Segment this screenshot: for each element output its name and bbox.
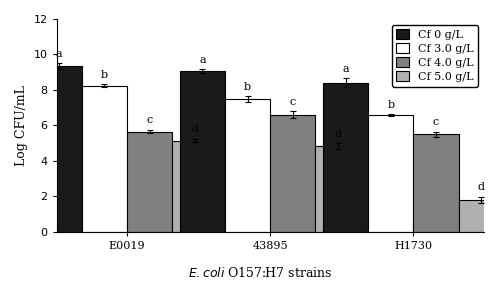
Bar — [225, 99, 270, 232]
Text: a: a — [56, 49, 62, 59]
Bar — [82, 85, 127, 232]
Text: d: d — [478, 183, 485, 192]
Bar — [414, 134, 459, 232]
Legend: Cf 0 g/L, Cf 3.0 g/L, Cf 4.0 g/L, Cf 5.0 g/L: Cf 0 g/L, Cf 3.0 g/L, Cf 4.0 g/L, Cf 5.0… — [392, 25, 478, 87]
Bar — [36, 66, 82, 232]
Text: c: c — [146, 115, 153, 125]
Y-axis label: Log CFU/mL: Log CFU/mL — [15, 85, 28, 166]
Bar — [127, 132, 172, 232]
Text: b: b — [388, 100, 394, 110]
Bar — [180, 71, 225, 232]
Bar — [270, 115, 316, 232]
Bar — [458, 200, 500, 232]
Bar — [368, 115, 414, 232]
Text: $\it{E. coli}$ O157:H7 strains: $\it{E. coli}$ O157:H7 strains — [188, 266, 332, 280]
Text: d: d — [192, 124, 198, 134]
Text: d: d — [334, 129, 342, 139]
Text: a: a — [342, 64, 349, 74]
Text: a: a — [199, 55, 205, 65]
Text: b: b — [244, 82, 251, 92]
Text: c: c — [290, 97, 296, 107]
Text: b: b — [101, 70, 108, 80]
Bar — [172, 141, 218, 232]
Bar — [323, 83, 368, 232]
Bar — [316, 146, 360, 232]
Text: c: c — [433, 117, 439, 127]
